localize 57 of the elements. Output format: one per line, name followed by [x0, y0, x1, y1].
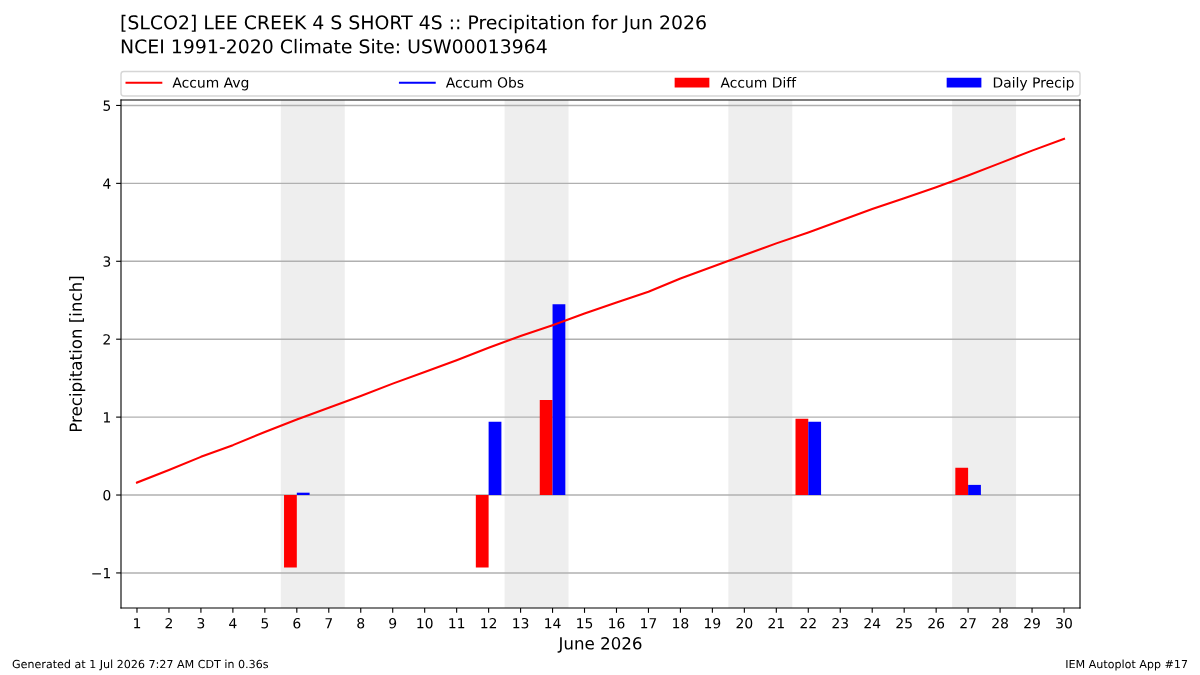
x-tick-label: 4 [229, 618, 237, 629]
x-tick-label: 21 [768, 617, 784, 629]
x-tick-label: 20 [736, 617, 753, 629]
x-tick-label: 18 [673, 617, 689, 629]
x-tick-label: 9 [389, 617, 397, 629]
x-tick-label: 29 [1024, 617, 1040, 629]
chart-title: [SLCO2] LEE CREEK 4 S SHORT 4S :: Precipitation for Jun 2026 [121, 14, 706, 34]
legend-label: Accum Avg [172, 77, 249, 91]
x-tick-label: 7 [325, 618, 333, 629]
y-tick-label: 0 [103, 489, 111, 501]
x-tick-label: 1 [134, 618, 141, 629]
legend-label: Accum Diff [720, 77, 797, 88]
line-series [135, 137, 1066, 484]
x-tick-label: 14 [545, 618, 561, 629]
x-tick-label: 19 [705, 617, 721, 629]
legend-label: Accum Obs [445, 77, 524, 88]
x-tick-label: 11 [449, 618, 465, 629]
x-tick-label: 8 [357, 617, 365, 629]
x-tick-label: 22 [800, 617, 816, 629]
x-tick-label: 16 [609, 617, 625, 629]
x-tick-label: 13 [513, 617, 529, 629]
bar [968, 484, 981, 496]
x-tick-label: 17 [641, 618, 657, 629]
chart-subtitle: NCEI 1991-2020 Climate Site: USW00013964 [121, 38, 547, 54]
bar [795, 418, 809, 496]
x-tick-label: 30 [1056, 617, 1072, 629]
bar [284, 495, 297, 568]
y-tick-label: 1 [103, 412, 110, 423]
y-tick-label: 3 [103, 256, 111, 267]
y-tick-label: 5 [103, 100, 111, 111]
bar [955, 467, 969, 496]
bar [808, 421, 822, 496]
x-tick-label: 26 [928, 617, 945, 629]
x-tick-label: 3 [197, 617, 205, 629]
y-axis-title: Precipitation [inch] [69, 276, 86, 432]
x-tick-label: 15 [577, 618, 593, 629]
y-tick-label: −1 [92, 568, 110, 579]
bar [475, 495, 489, 568]
legend-label: Daily Precip [993, 77, 1074, 91]
x-axis-title: June 2026 [557, 637, 642, 653]
x-tick-label: 6 [293, 617, 301, 629]
x-tick-label: 25 [896, 617, 912, 629]
x-tick-label: 24 [864, 617, 881, 629]
x-tick-label: 10 [417, 617, 433, 629]
bar [539, 399, 553, 496]
y-tick-label: 2 [103, 334, 110, 345]
y-tick-label: 4 [103, 178, 111, 189]
x-tick-label: 2 [165, 617, 172, 629]
text: IEM Autoplot App #17 [1066, 659, 1188, 671]
x-tick-label: 27 [960, 617, 976, 629]
x-tick-label: 28 [992, 617, 1008, 629]
x-tick-label: 5 [261, 618, 269, 629]
x-tick-label: 12 [481, 617, 497, 629]
bar [552, 304, 566, 496]
text: Generated at 1 Jul 2026 7:27 AM CDT in 0.36s [12, 659, 269, 671]
x-tick-label: 23 [832, 617, 848, 629]
bar [488, 421, 502, 496]
